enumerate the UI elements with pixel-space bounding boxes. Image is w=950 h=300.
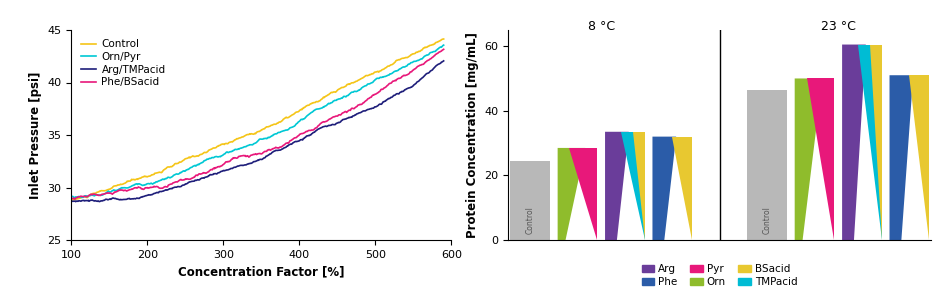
Line: Control: Control [71,39,444,200]
Y-axis label: Protein Concentration [mg/mL]: Protein Concentration [mg/mL] [466,32,479,238]
Phe/BSacid [288,137,299,140]
X-axis label: Concentration Factor [%]: Concentration Factor [%] [178,265,345,278]
Polygon shape [889,75,913,240]
Orn/Pyr [268,133,279,136]
Arg/TMPacid [438,59,449,63]
Control [66,198,77,201]
Control [245,132,256,136]
Orn/Pyr [66,195,77,198]
Polygon shape [569,148,598,240]
Control [438,37,449,41]
Phe/BSacid [429,53,441,56]
Polygon shape [510,161,550,240]
Polygon shape [605,132,629,240]
Polygon shape [909,75,929,240]
Phe/BSacid [245,153,256,157]
Line: Arg/TMPacid: Arg/TMPacid [71,61,444,202]
Arg/TMPacid [66,200,77,203]
Control [288,112,299,116]
Phe/BSacid [371,91,383,95]
Legend: Control, Orn/Pyr, Arg/TMPacid, Phe/BSacid: Control, Orn/Pyr, Arg/TMPacid, Phe/BSaci… [76,35,170,92]
Polygon shape [858,44,882,240]
Control [429,41,441,44]
Polygon shape [842,44,865,240]
Control [243,133,255,136]
Orn/Pyr [371,76,383,80]
Phe/BSacid [438,47,449,51]
Phe/BSacid [66,196,77,200]
Control [371,70,383,73]
Polygon shape [748,90,787,240]
Phe/BSacid [268,147,279,150]
Control [268,123,279,126]
Polygon shape [807,79,834,240]
Legend: Arg, Phe, Pyr, Orn, BSacid, TMPacid: Arg, Phe, Pyr, Orn, BSacid, TMPacid [637,260,802,291]
Arg/TMPacid [243,162,255,165]
Polygon shape [870,44,882,240]
Orn/Pyr [288,125,299,128]
Line: Phe/BSacid: Phe/BSacid [71,49,444,199]
Arg/TMPacid [429,64,441,68]
Orn/Pyr [429,50,441,53]
Line: Orn/Pyr: Orn/Pyr [71,45,444,197]
Arg/TMPacid [288,141,299,144]
Text: Control: Control [525,206,535,233]
Orn/Pyr [245,143,256,147]
Text: Control: Control [763,206,771,233]
Arg/TMPacid [245,162,256,165]
Text: 8 °C: 8 °C [587,20,615,33]
Y-axis label: Inlet Pressure [psi]: Inlet Pressure [psi] [28,71,42,199]
Control [67,198,79,202]
Polygon shape [795,79,823,240]
Polygon shape [558,148,585,240]
Arg/TMPacid [268,150,279,153]
Orn/Pyr [68,196,80,199]
Phe/BSacid [69,197,81,201]
Phe/BSacid [243,155,255,159]
Arg/TMPacid [371,104,383,108]
Arg/TMPacid [70,200,82,203]
Polygon shape [633,132,644,240]
Polygon shape [621,132,644,240]
Text: 23 °C: 23 °C [821,20,856,33]
Orn/Pyr [243,143,255,147]
Polygon shape [653,136,676,240]
Orn/Pyr [438,43,449,47]
Polygon shape [673,136,692,240]
